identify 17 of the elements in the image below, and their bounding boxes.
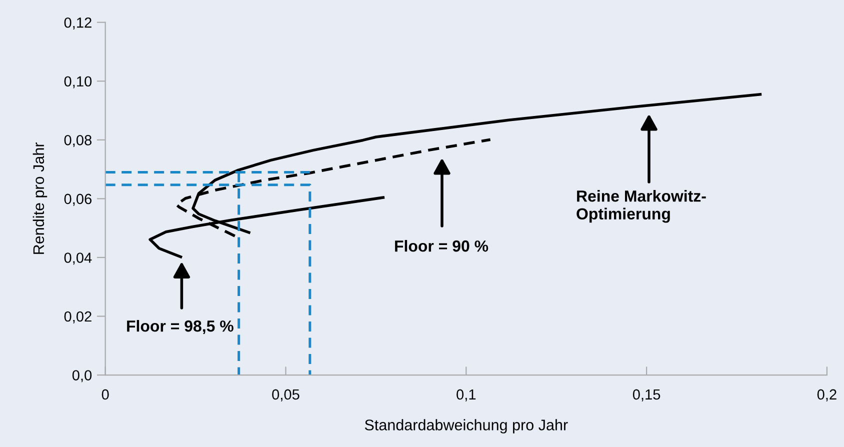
- annotation: Floor = 98,5 %: [127, 320, 234, 334]
- x-tick-label: 0,2: [817, 389, 836, 402]
- y-tick-label: 0,10: [64, 76, 92, 88]
- y-tick-label: 0,0: [72, 370, 92, 382]
- y-tick-label: 0,12: [64, 17, 92, 30]
- y-tick-label: 0,06: [64, 194, 92, 206]
- annotation: Floor = 90 %: [395, 240, 488, 252]
- y-tick-label: 0,04: [64, 252, 92, 265]
- annotation: Reine Markowitz- Optimierung: [576, 190, 706, 223]
- x-tick-label: 0,1: [456, 389, 476, 402]
- x-tick-label: 0,15: [632, 389, 660, 402]
- y-tick-label: 0,02: [64, 311, 92, 324]
- x-axis-title: Standardabweichung pro Jahr: [364, 419, 568, 434]
- x-tick-label: 0: [102, 389, 109, 400]
- y-tick-label: 0,08: [64, 135, 92, 148]
- x-tick-label: 0,05: [272, 389, 300, 402]
- y-axis-title: Rendite pro Jahr: [32, 142, 48, 254]
